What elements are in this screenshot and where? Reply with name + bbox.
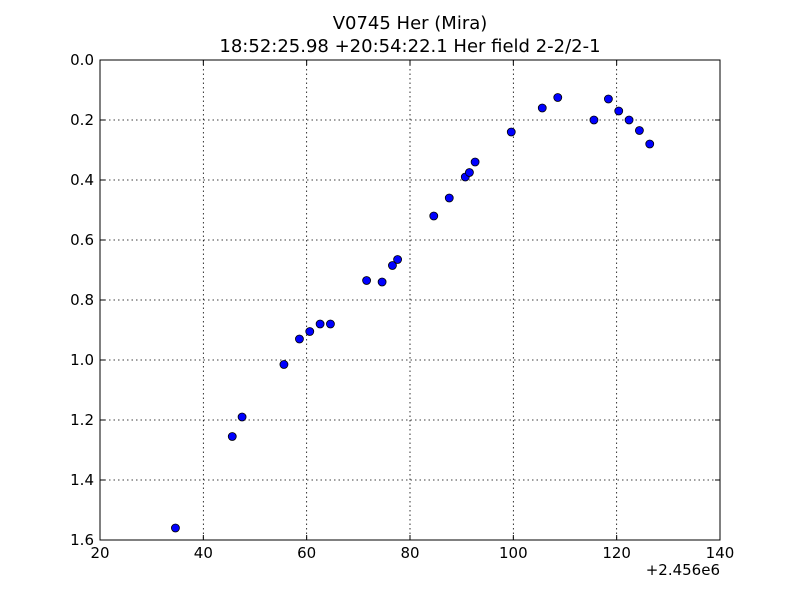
y-tick-label: 0.2 (70, 111, 94, 129)
data-point (171, 523, 180, 533)
data-point (279, 360, 289, 369)
chart-subtitle: 18:52:25.98 +20:54:22.1 Her field 2-2/2-… (219, 36, 600, 57)
x-tick-label: 80 (400, 544, 419, 562)
data-point (326, 319, 335, 329)
y-tick-label: 0.0 (70, 51, 94, 69)
y-tick-label: 1.0 (70, 351, 94, 369)
data-point (315, 319, 325, 329)
data-point (614, 106, 624, 116)
y-tick-label: 0.4 (70, 171, 94, 189)
data-point (388, 261, 397, 270)
data-point (295, 334, 304, 344)
data-point (506, 127, 516, 137)
x-tick-labels: 20 40 60 80 100 120 140 (90, 544, 734, 562)
y-tick-label: 1.2 (70, 411, 94, 429)
x-tick-label: 120 (602, 544, 631, 562)
y-tick-label: 1.6 (70, 531, 94, 549)
y-tick-label: 0.8 (70, 291, 94, 309)
x-tick-label: 140 (706, 544, 735, 562)
data-point (305, 327, 315, 336)
y-tick-label: 1.4 (70, 471, 94, 489)
y-tick-labels: 0.0 0.2 0.4 0.6 0.8 1.0 1.2 1.4 1.6 (70, 51, 94, 549)
data-point (635, 126, 644, 135)
chart-title: V0745 Her (Mira) (333, 13, 488, 34)
x-offset-label: +2.456e6 (646, 561, 720, 579)
x-tick-label: 40 (194, 544, 213, 562)
data-point (589, 115, 599, 125)
data-points (171, 93, 655, 533)
data-point (624, 115, 634, 125)
data-point (465, 168, 474, 177)
data-point (377, 277, 387, 287)
data-point (237, 412, 247, 422)
x-tick-label: 100 (499, 544, 528, 562)
x-tick-label: 60 (297, 544, 316, 562)
data-point (444, 193, 454, 203)
grid (100, 60, 720, 540)
x-tick-label: 20 (90, 544, 109, 562)
data-point (429, 211, 439, 221)
data-point (362, 276, 372, 285)
plot-frame (99, 59, 721, 541)
data-point (470, 157, 480, 167)
data-point (604, 94, 613, 104)
data-point (645, 139, 655, 149)
y-tick-label: 0.6 (70, 231, 94, 249)
data-point (537, 103, 547, 113)
data-point (393, 255, 403, 264)
data-point (227, 432, 237, 441)
data-point (553, 93, 563, 102)
